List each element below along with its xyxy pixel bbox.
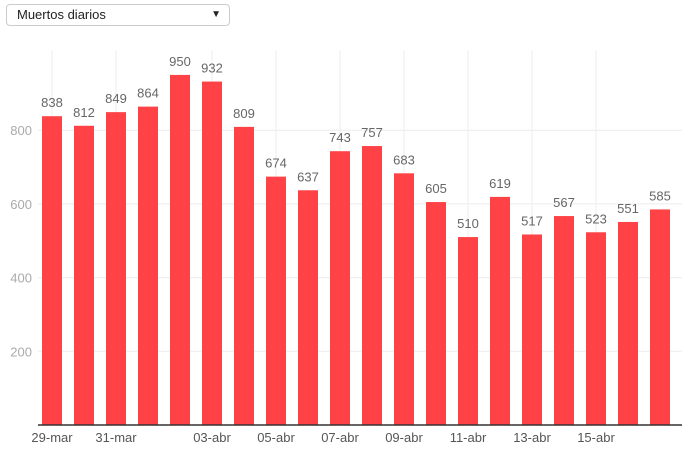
bar <box>618 221 638 425</box>
bar <box>202 81 222 426</box>
data-label: 849 <box>105 91 127 106</box>
x-tick-label: 11-abr <box>450 430 487 445</box>
data-label: 950 <box>169 54 191 69</box>
bar <box>106 112 126 426</box>
caret-down-icon: ▼ <box>211 9 221 20</box>
metric-select-value: Muertos diarios <box>17 7 106 22</box>
bar <box>42 116 62 426</box>
bar <box>522 234 542 425</box>
data-label: 683 <box>393 152 415 167</box>
bar <box>266 176 286 425</box>
bar <box>394 173 414 425</box>
x-tick-label: 13-abr <box>513 430 551 445</box>
data-label: 619 <box>489 176 511 191</box>
y-tick-label: 400 <box>10 271 32 286</box>
x-tick-label: 03-abr <box>193 430 231 445</box>
x-tick-label: 09-abr <box>385 430 423 445</box>
bar <box>74 125 94 425</box>
data-label: 838 <box>41 95 63 110</box>
data-label: 510 <box>457 216 479 231</box>
bar <box>298 190 318 425</box>
data-label: 605 <box>425 181 447 196</box>
bar <box>490 196 510 425</box>
data-label: 743 <box>329 130 351 145</box>
x-tick-label: 07-abr <box>321 430 359 445</box>
bar <box>330 151 350 425</box>
bar <box>234 126 254 426</box>
x-tick-label: 05-abr <box>257 430 295 445</box>
bar <box>138 106 158 425</box>
data-label: 674 <box>265 156 287 171</box>
bar <box>650 209 670 425</box>
bar <box>458 237 478 425</box>
data-label: 523 <box>585 211 607 226</box>
data-label: 637 <box>297 169 319 184</box>
y-tick-label: 800 <box>10 123 32 138</box>
bar <box>554 216 574 425</box>
data-label: 585 <box>649 188 671 203</box>
data-label: 864 <box>137 86 159 101</box>
y-tick-label: 600 <box>10 197 32 212</box>
x-tick-label: 29-mar <box>31 430 73 445</box>
data-label: 932 <box>201 61 223 76</box>
data-label: 809 <box>233 106 255 121</box>
data-label: 757 <box>361 125 383 140</box>
data-label: 812 <box>73 105 95 120</box>
data-label: 567 <box>553 195 575 210</box>
x-tick-label: 15-abr <box>577 430 615 445</box>
y-tick-label: 200 <box>10 344 32 359</box>
data-label: 517 <box>521 213 543 228</box>
metric-select[interactable]: Muertos diarios ▼ <box>6 4 230 26</box>
bar <box>362 146 382 425</box>
bar <box>586 232 606 425</box>
bar <box>426 202 446 425</box>
data-label: 551 <box>617 201 639 216</box>
bar <box>170 74 190 426</box>
x-tick-label: 31-mar <box>95 430 137 445</box>
